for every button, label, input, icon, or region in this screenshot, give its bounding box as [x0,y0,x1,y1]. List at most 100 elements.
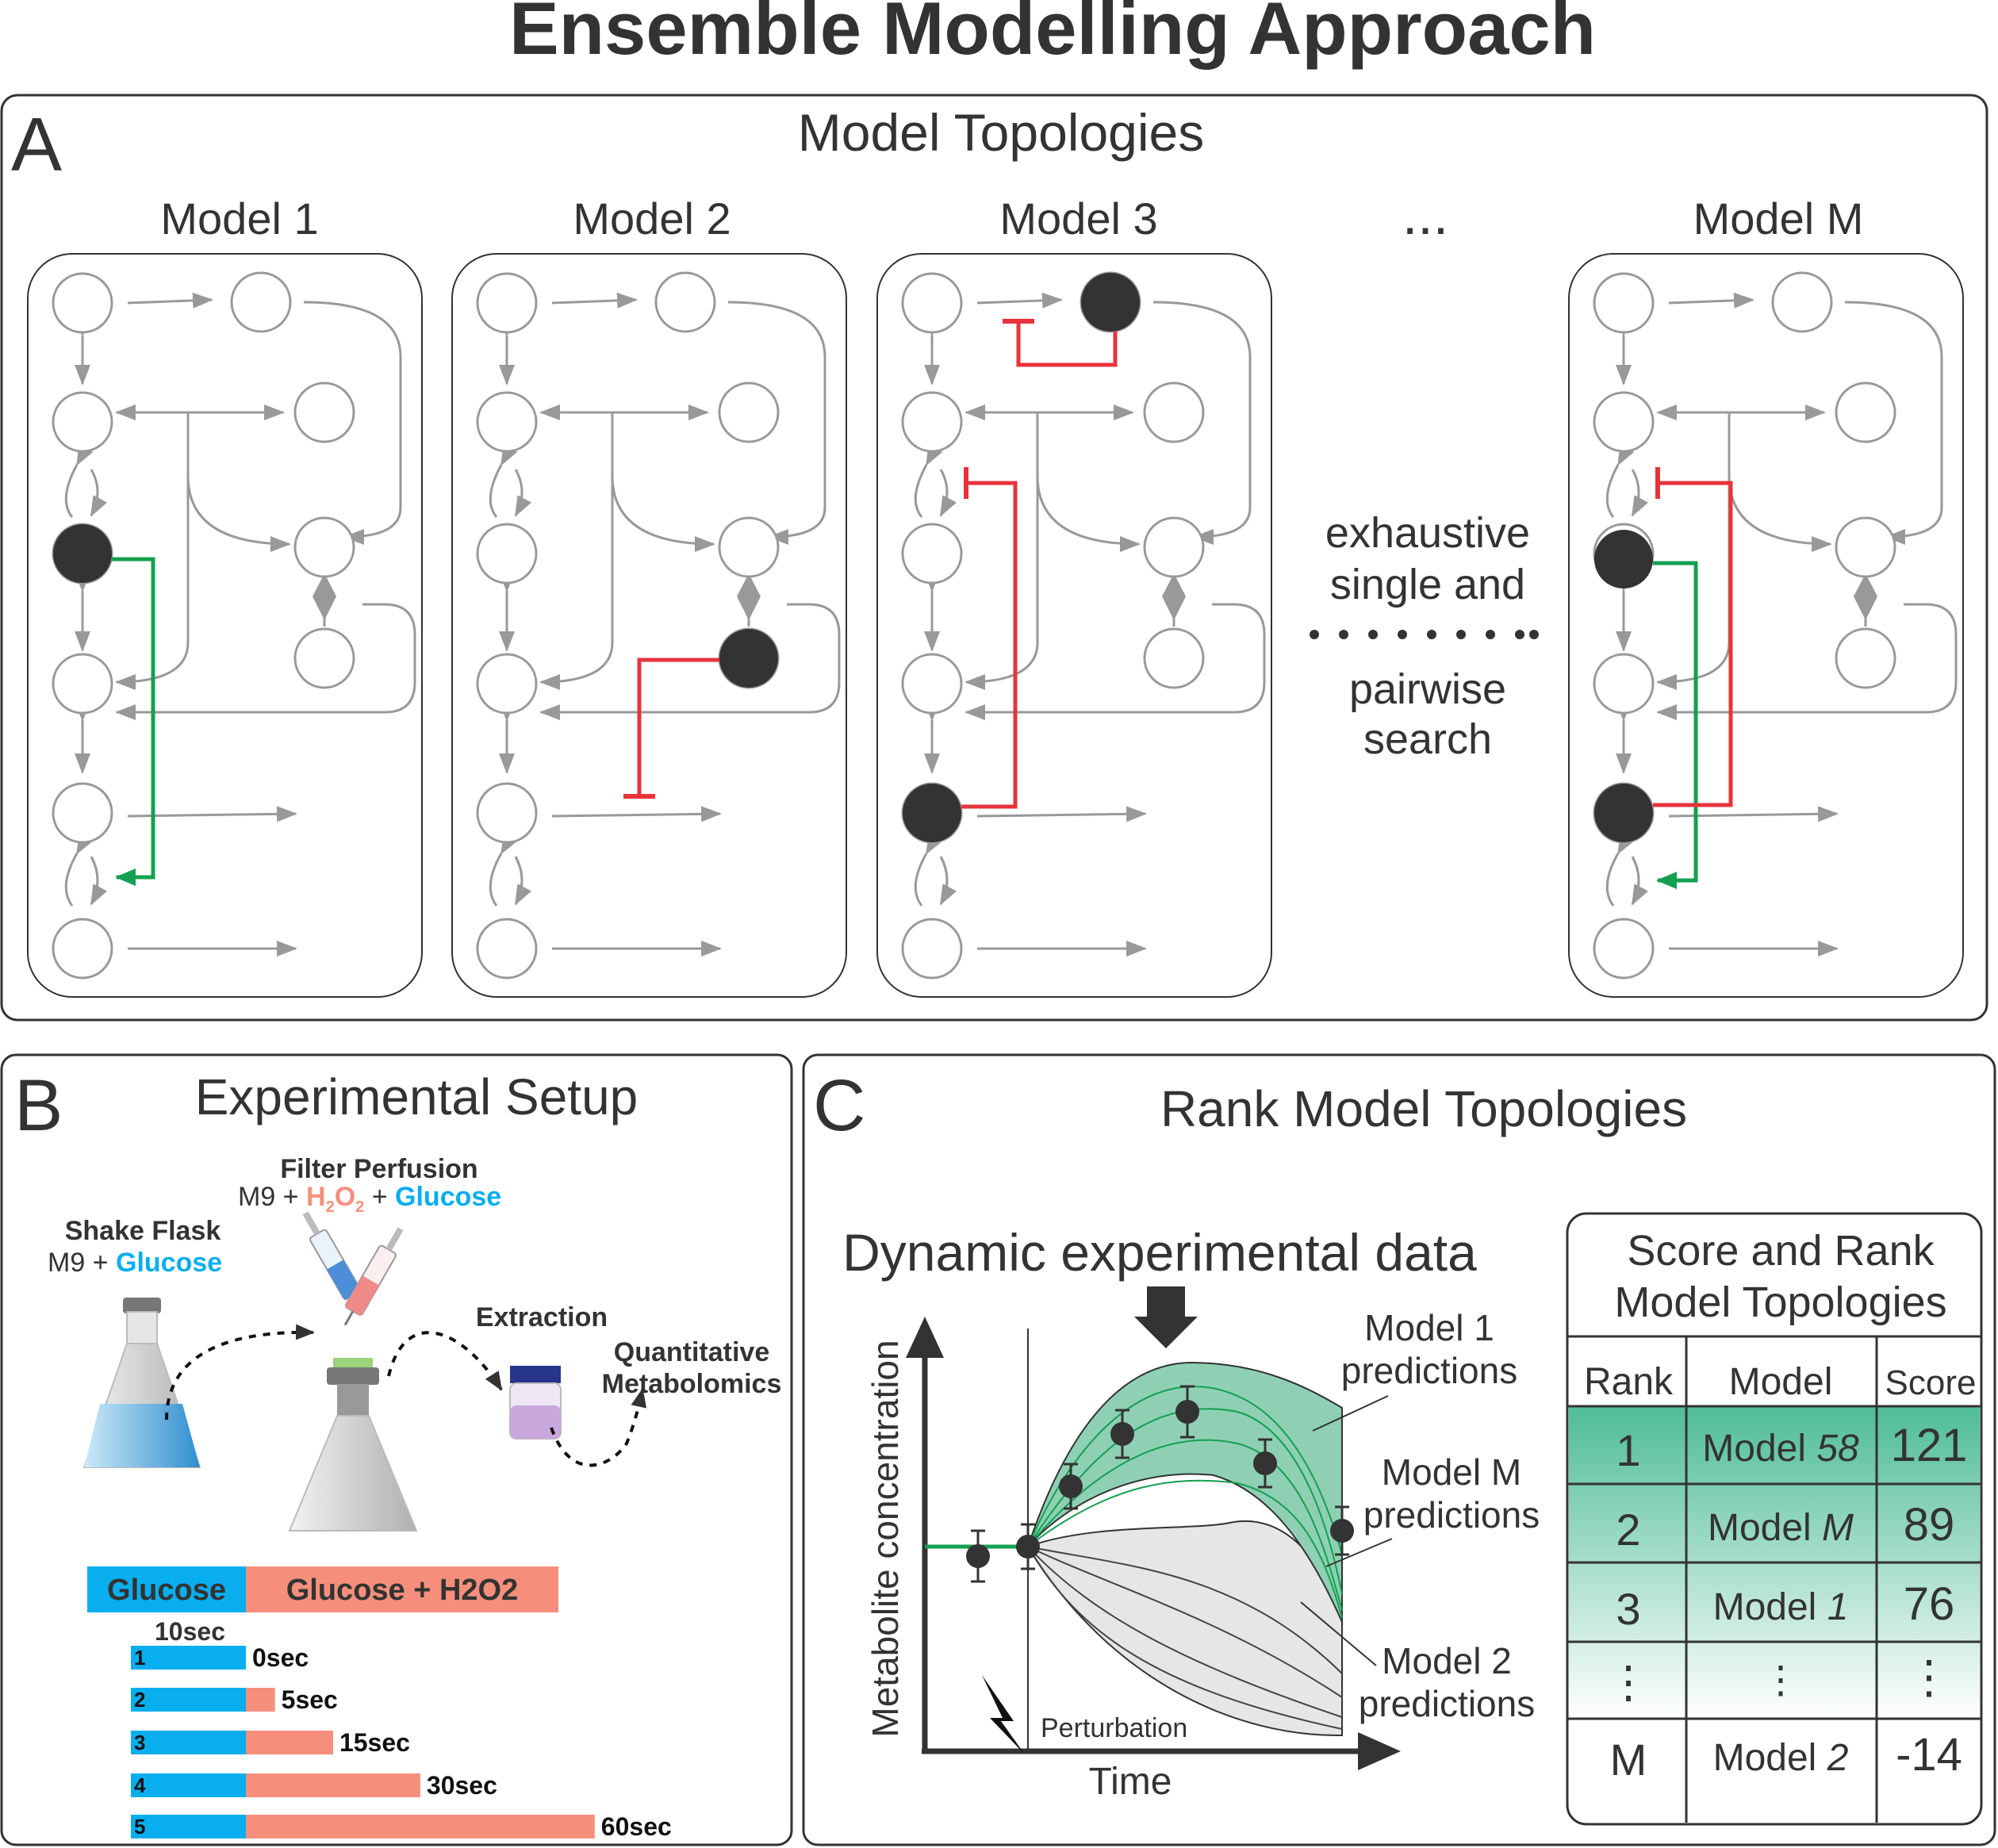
main-title: Ensemble Modelling Approach [509,0,1596,70]
shake-flask-icon [82,1298,201,1468]
syringe-red-icon [343,1227,404,1326]
timepoint-pre-bar [131,1815,246,1838]
table-cell-rank: ⋮ [1606,1657,1651,1707]
active-node [53,524,112,583]
pred1-leader [1312,1395,1389,1432]
active-node [1594,530,1653,589]
glucose-bar [87,1566,246,1612]
table-header-score: Score [1885,1363,1977,1402]
table-header-rank: Rank [1584,1361,1674,1403]
table-cell-score: ⋮ [1906,1651,1952,1703]
data-point [1016,1535,1040,1559]
filter-media-label: M9 + H2O2 + Glucose [238,1182,501,1216]
data-point [1330,1519,1354,1543]
y-axis-arrow [906,1317,944,1358]
data-point [966,1544,990,1568]
lightning-icon [982,1675,1025,1754]
glucose-bar-label: Glucose [107,1574,226,1607]
search-text-line4: search [1363,715,1492,763]
shake-flask-label: Shake Flask [65,1216,221,1246]
table-cell-rank: 3 [1616,1584,1640,1634]
timepoint-pre-bar [131,1773,246,1797]
red-inhibition-edge [1016,321,1118,367]
predM-label-2: predictions [1363,1494,1540,1536]
down-arrow-icon [1134,1286,1198,1348]
panel-a-letter: A [11,102,62,187]
data-point [1175,1400,1199,1424]
flow-arrow-2 [387,1331,503,1391]
panel-c-letter: C [813,1065,865,1146]
table-cell-model: Model 58 [1702,1428,1859,1470]
predM-label-1: Model M [1382,1451,1521,1493]
timepoint-id: 4 [134,1773,146,1797]
data-point [1110,1422,1134,1446]
model-3-label: Model 3 [999,194,1157,243]
dynamic-data-title: Dynamic experimental data [842,1223,1477,1282]
table-cell-model: Model 1 [1713,1586,1849,1628]
model-1-topology [28,254,422,997]
timepoint-id: 1 [134,1646,145,1670]
dotted-separator [1310,630,1539,639]
search-text-line2: single and [1330,561,1525,608]
panel-a: A Model Topologies Model 1 Model 2 Model… [0,94,1988,1022]
table-cell-score: 76 [1904,1578,1955,1630]
model-2-prediction-lines [1027,1546,1343,1730]
panel-b-letter: B [14,1065,63,1146]
timepoint-pre-bar [131,1688,246,1712]
active-node [903,784,961,842]
pred2-label-2: predictions [1359,1683,1535,1724]
timepoint-pre-bar [131,1731,246,1754]
timepoint-pre-bar [131,1646,246,1670]
active-node [1081,273,1140,332]
quant-label-2: Metabolomics [602,1369,782,1399]
table-cell-score: -14 [1896,1729,1962,1781]
model-m-label: Model M [1693,194,1864,243]
perturbation-label: Perturbation [1041,1713,1187,1743]
timepoint-label: 15sec [339,1728,410,1757]
timepoint-id: 5 [134,1815,145,1838]
table-cell-rank: 2 [1616,1505,1640,1555]
x-axis-arrow [1358,1732,1401,1770]
timepoint-id: 2 [134,1688,145,1712]
timepoint-h2o2-bar [246,1773,420,1797]
table-cell-model: Model M [1708,1507,1854,1549]
timepoint-label: 30sec [427,1771,497,1800]
panel-a-frame [0,94,1988,1022]
data-points [966,1385,1354,1583]
red-inhibition-edge [961,481,1018,809]
y-axis-label: Metabolite concentration [865,1340,906,1737]
model-2-prediction-band [1026,1520,1343,1737]
table-cell-rank: M [1610,1735,1647,1785]
table-title-1: Score and Rank [1627,1227,1935,1275]
pred1-label-2: predictions [1341,1350,1517,1391]
shake-media-label: M9 + Glucose [48,1248,222,1278]
x-axis-label: Time [1089,1761,1172,1803]
predM-leader [1325,1538,1393,1567]
pred2-leader [1300,1601,1377,1666]
green-activation-edge [112,557,155,886]
quant-label-1: Quantitative [614,1337,769,1367]
timepoint-id: 3 [134,1731,145,1754]
duration-10sec-label: 10sec [155,1617,225,1646]
panel-c-heading: Rank Model Topologies [1160,1080,1687,1137]
active-node [719,629,778,688]
panel-b-heading: Experimental Setup [195,1068,639,1125]
filter-flask-icon [288,1358,418,1532]
panel-c-frame [802,1053,1996,1846]
flow-arrow-3 [550,1388,647,1467]
extraction-vial-icon [509,1366,562,1440]
model-1-prediction-lines [1027,1386,1343,1619]
red-inhibition-edge [637,658,719,795]
panel-c: C Rank Model Topologies Dynamic experime… [802,1053,1996,1846]
model-1-label: Model 1 [160,194,318,243]
table-cell-score: 121 [1891,1420,1968,1471]
table-cell-model: Model 2 [1713,1737,1849,1779]
data-point [1059,1474,1083,1498]
table-rows: 1 Model 58 121 2 Model M 89 3 Model 1 76 ⋮ ⋮ ⋮ M Mode… [1606,1420,1967,1785]
model-3-topology [877,254,1271,997]
search-text-line1: exhaustive [1325,509,1530,557]
timepoint-h2o2-bar [246,1815,595,1838]
pred2-label-1: Model 2 [1382,1640,1512,1681]
search-text-line3: pairwise [1349,665,1506,713]
active-node [1594,784,1653,842]
